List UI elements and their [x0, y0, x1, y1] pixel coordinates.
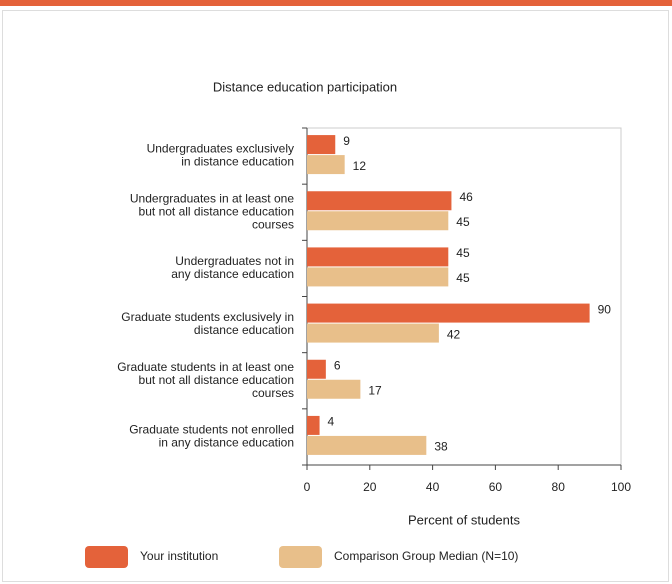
- legend-swatch: [279, 546, 322, 568]
- value-label: 4: [328, 415, 335, 429]
- bar: [307, 379, 361, 399]
- x-tick-label: 100: [611, 480, 631, 494]
- plot-frame: [306, 127, 622, 466]
- y-tick-label-line: Undergraduates exclusively: [147, 142, 294, 156]
- y-tick-label-line: Graduate students exclusively in: [121, 310, 294, 324]
- value-label: 6: [334, 358, 341, 372]
- y-tick-label: Undergraduates not in any distance educat…: [171, 254, 294, 281]
- top-bar: [0, 0, 672, 6]
- y-tick-label-line: in any distance education: [159, 436, 294, 450]
- chart-title: Distance education participation: [213, 79, 397, 94]
- y-tick-label-line: Graduate students not enrolled: [129, 423, 294, 437]
- bar: [307, 247, 449, 267]
- y-tick-label-line: but not all distance education: [139, 373, 294, 387]
- legend-label: Comparison Group Median (N=10): [334, 549, 518, 563]
- value-label: 17: [368, 383, 382, 397]
- bar: [307, 303, 590, 323]
- bar: [307, 323, 439, 343]
- bar: [307, 267, 449, 287]
- value-label: 45: [456, 271, 470, 285]
- y-tick-label-line: but not all distance education: [139, 204, 294, 218]
- value-label: 42: [447, 327, 461, 341]
- legend-swatch: [85, 546, 128, 568]
- y-tick-label-line: any distance education: [171, 267, 294, 281]
- bar: [307, 359, 326, 379]
- bar: [307, 191, 452, 211]
- bar: [307, 211, 449, 231]
- x-tick-label: 20: [363, 480, 377, 494]
- legend-label: Your institution: [140, 549, 218, 563]
- value-label: 9: [343, 134, 350, 148]
- x-tick-label: 0: [304, 480, 311, 494]
- x-tick-label: 60: [489, 480, 503, 494]
- value-label: 12: [353, 159, 367, 173]
- bar: [307, 435, 427, 455]
- y-tick-label-line: courses: [252, 386, 294, 400]
- y-tick-label-line: in distance education: [181, 155, 294, 169]
- value-label: 45: [456, 246, 470, 260]
- y-tick-label: Undergraduates exclusively in distance ed…: [147, 142, 294, 169]
- y-tick-label-line: Undergraduates in at least one: [130, 191, 294, 205]
- y-tick-label: Graduate students in at least one but not…: [117, 360, 294, 400]
- value-label: 38: [434, 440, 448, 454]
- x-axis-label: Percent of students: [408, 512, 521, 527]
- bar: [307, 415, 320, 435]
- y-tick-label-line: distance education: [194, 323, 294, 337]
- y-tick-label-line: Graduate students in at least one: [117, 360, 294, 374]
- bar: [307, 155, 345, 175]
- y-tick-label: Graduate students not enrolled in any dis…: [129, 423, 294, 450]
- y-tick-label-line: Undergraduates not in: [175, 254, 294, 268]
- value-label: 46: [459, 190, 473, 204]
- value-label: 90: [598, 302, 612, 316]
- y-tick-label-line: courses: [252, 217, 294, 231]
- y-tick-label: Graduate students exclusively in distance…: [121, 310, 294, 337]
- x-tick-label: 80: [552, 480, 566, 494]
- panel: [2, 10, 669, 582]
- value-label: 45: [456, 215, 470, 229]
- bar: [307, 135, 336, 155]
- y-tick-label: Undergraduates in at least one but not al…: [130, 191, 294, 231]
- x-tick-label: 40: [426, 480, 440, 494]
